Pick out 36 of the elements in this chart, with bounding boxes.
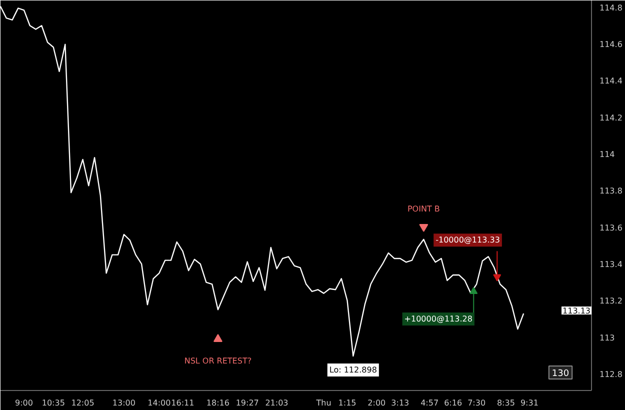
y-tick-label: 113.6: [600, 223, 622, 232]
x-tick-label: 21:03: [265, 398, 288, 408]
y-tick-label: 113: [600, 333, 615, 342]
x-tick-label: 8:35: [496, 398, 515, 408]
x-tick-label: 16:11: [171, 398, 194, 408]
x-tick-label: 3:13: [391, 398, 410, 408]
y-tick-label: 113.8: [600, 186, 622, 196]
x-tick-label: 19:27: [236, 398, 259, 408]
y-tick-label: 114.2: [600, 113, 622, 122]
x-tick-label: 13:00: [112, 398, 136, 408]
y-tick-label: 114: [600, 150, 615, 159]
y-tick-label: 113.4: [600, 260, 622, 269]
x-tick-label: 18:16: [206, 398, 230, 408]
x-tick-label: 6:16: [444, 398, 462, 408]
annotation: POINT B: [407, 204, 440, 214]
x-tick-label: 1:15: [338, 398, 356, 408]
y-tick-label: 114.4: [600, 76, 622, 86]
y-tick-label: 114.8: [600, 3, 622, 12]
annotation: NSL OR RETEST?: [184, 356, 252, 366]
x-tick-label: 4:57: [420, 398, 439, 408]
x-tick-label: 12:05: [71, 398, 94, 408]
x-tick-label: 9:00: [15, 398, 33, 408]
x-tick-label: 14:00: [148, 398, 171, 408]
text: 130: [552, 369, 570, 379]
y-tick-label: 114.6: [600, 40, 622, 49]
annotation: -10000@113.33: [436, 236, 500, 245]
annotation: Lo: 112.898: [329, 366, 377, 375]
x-tick-label: 2:00: [368, 398, 386, 408]
x-tick-label: 9:31: [520, 398, 538, 408]
x-tick-label: 10:35: [42, 398, 65, 408]
annotation: +10000@113.28: [404, 314, 472, 324]
text: 113.13: [562, 306, 591, 316]
x-tick-label: Thu: [315, 398, 332, 408]
x-tick-label: 7:30: [468, 398, 486, 408]
y-tick-label: 112.8: [600, 370, 622, 379]
y-tick-label: 113.2: [600, 296, 622, 306]
